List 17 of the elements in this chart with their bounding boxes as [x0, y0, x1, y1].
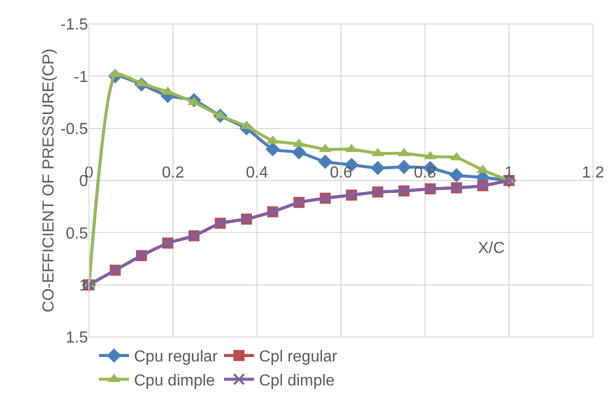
legend-label: Cpu regular — [134, 348, 218, 366]
legend-label: Cpl dimple — [259, 372, 335, 390]
y-tick-label: 1 — [79, 277, 88, 294]
x-axis-title: X/C — [478, 240, 505, 257]
y-tick-label: 1.5 — [66, 330, 88, 347]
legend-label: Cpu dimple — [134, 372, 216, 390]
legend-label: Cpl regular — [259, 348, 338, 366]
x-tick-label: 0.4 — [246, 164, 268, 182]
y-tick-label: -0.5 — [60, 120, 88, 138]
x-tick-label: 0.6 — [330, 164, 352, 182]
x-tick-label: 0.8 — [414, 164, 436, 182]
x-tick-label: 1.2 — [582, 164, 604, 182]
y-tick-label: 0.5 — [66, 225, 88, 242]
y-tick-label: -1.5 — [60, 16, 88, 34]
y-tick-label: -1 — [74, 68, 88, 86]
x-tick-label: 0.2 — [162, 164, 184, 182]
y-axis-title: CO-EFFICIENT OF PRESSURE(CP) — [40, 48, 58, 312]
